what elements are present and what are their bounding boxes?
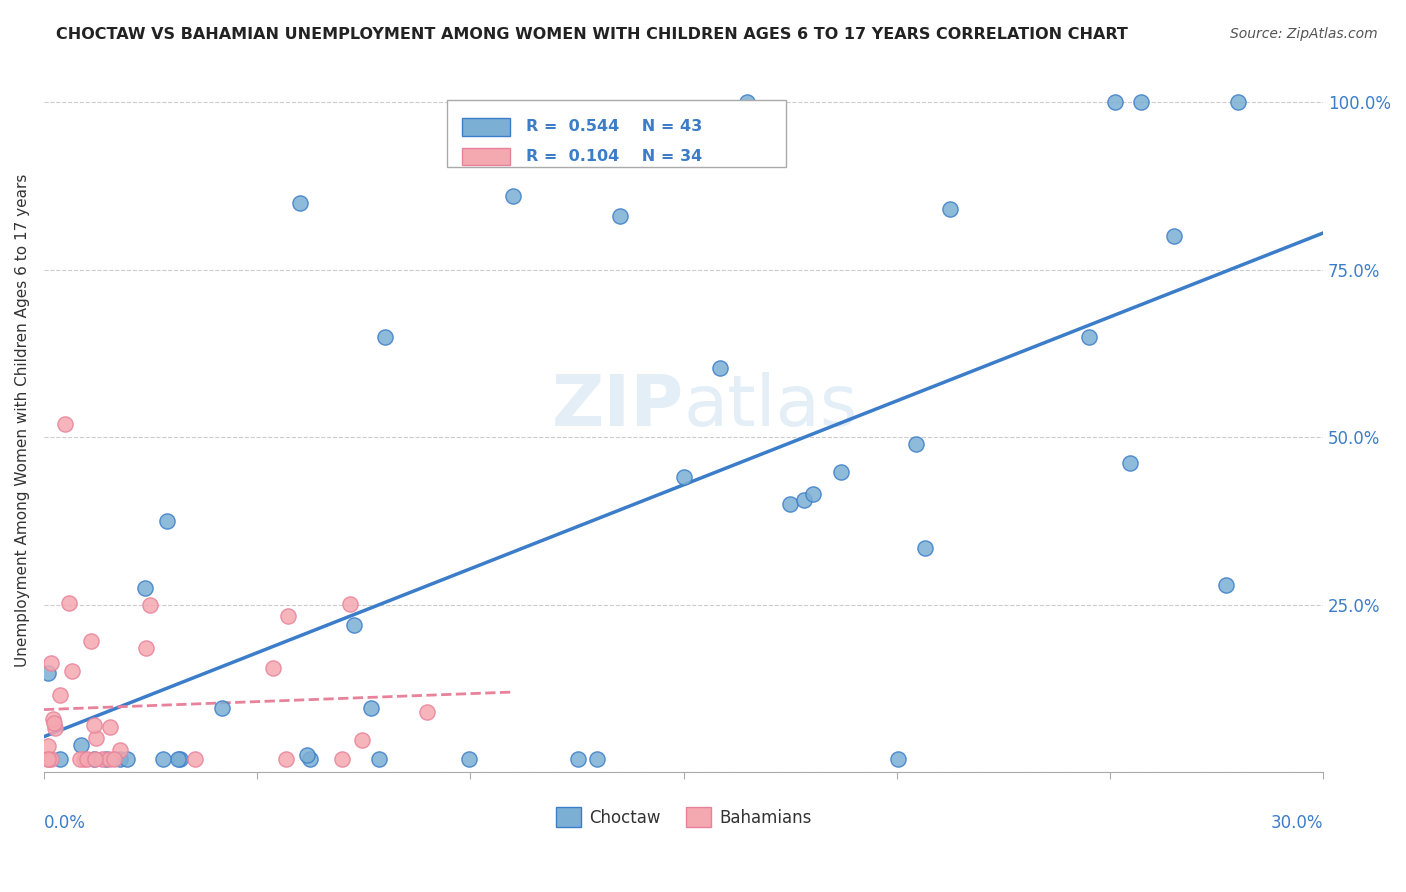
Choctaw <box>211 701 233 715</box>
Bahamians <box>350 733 373 747</box>
Choctaw <box>110 752 132 766</box>
Text: 0.0%: 0.0% <box>44 814 86 832</box>
Bahamians <box>44 721 66 735</box>
Bahamians <box>277 608 299 623</box>
Choctaw <box>904 437 927 451</box>
Choctaw <box>801 487 824 501</box>
Choctaw <box>672 470 695 484</box>
Choctaw <box>374 329 396 343</box>
Choctaw <box>1163 229 1185 244</box>
Choctaw <box>609 209 631 223</box>
Choctaw <box>1104 95 1126 109</box>
Bahamians <box>37 752 59 766</box>
Choctaw <box>299 752 322 766</box>
Choctaw <box>117 752 139 766</box>
Choctaw <box>1226 95 1249 109</box>
Bahamians <box>37 752 59 766</box>
Bahamians <box>37 739 59 753</box>
Choctaw <box>458 752 481 766</box>
Choctaw <box>94 752 117 766</box>
Choctaw <box>1119 456 1142 470</box>
Choctaw <box>502 189 524 203</box>
Bahamians <box>83 718 105 732</box>
Choctaw <box>152 752 174 766</box>
Bahamians <box>97 752 120 766</box>
Bahamians <box>39 656 62 670</box>
Choctaw <box>37 666 59 681</box>
Choctaw <box>586 752 609 766</box>
Legend: Choctaw, Bahamians: Choctaw, Bahamians <box>550 800 818 834</box>
Y-axis label: Unemployment Among Women with Children Ages 6 to 17 years: Unemployment Among Women with Children A… <box>15 174 30 667</box>
Choctaw <box>134 582 156 596</box>
Bahamians <box>69 752 91 766</box>
Text: atlas: atlas <box>683 372 858 441</box>
Choctaw <box>367 752 389 766</box>
Bahamians <box>53 417 76 431</box>
Choctaw <box>156 514 179 528</box>
Choctaw <box>914 541 936 556</box>
Choctaw <box>342 618 364 632</box>
Choctaw <box>49 752 72 766</box>
Bahamians <box>76 752 98 766</box>
Text: R =  0.544    N = 43: R = 0.544 N = 43 <box>526 120 702 135</box>
Bahamians <box>49 688 72 702</box>
Bahamians <box>39 752 62 766</box>
Bahamians <box>73 752 96 766</box>
Bahamians <box>415 706 437 720</box>
Choctaw <box>1077 329 1099 343</box>
Choctaw <box>1215 578 1237 592</box>
Text: R =  0.104    N = 34: R = 0.104 N = 34 <box>526 149 702 164</box>
Bahamians <box>90 752 112 766</box>
Choctaw <box>295 747 318 762</box>
Bahamians <box>339 597 361 611</box>
FancyBboxPatch shape <box>463 118 510 136</box>
Choctaw <box>69 739 91 753</box>
Bahamians <box>42 712 65 726</box>
Choctaw <box>169 752 191 766</box>
Bahamians <box>139 598 162 612</box>
Choctaw <box>567 752 589 766</box>
Choctaw <box>779 497 801 511</box>
Choctaw <box>709 361 731 376</box>
Choctaw <box>737 95 759 109</box>
Text: CHOCTAW VS BAHAMIAN UNEMPLOYMENT AMONG WOMEN WITH CHILDREN AGES 6 TO 17 YEARS CO: CHOCTAW VS BAHAMIAN UNEMPLOYMENT AMONG W… <box>56 27 1128 42</box>
Bahamians <box>262 661 284 675</box>
Text: ZIP: ZIP <box>551 372 683 441</box>
Bahamians <box>80 634 103 648</box>
Bahamians <box>60 665 83 679</box>
Choctaw <box>288 195 311 210</box>
FancyBboxPatch shape <box>447 100 786 167</box>
Bahamians <box>83 752 105 766</box>
Text: Source: ZipAtlas.com: Source: ZipAtlas.com <box>1230 27 1378 41</box>
Choctaw <box>83 752 105 766</box>
Bahamians <box>100 720 122 734</box>
Choctaw <box>830 465 852 479</box>
Bahamians <box>58 597 80 611</box>
Bahamians <box>330 752 353 766</box>
Bahamians <box>274 752 297 766</box>
Choctaw <box>1129 95 1152 109</box>
Text: 30.0%: 30.0% <box>1271 814 1323 832</box>
Bahamians <box>108 743 131 757</box>
Choctaw <box>939 202 962 216</box>
Choctaw <box>360 701 382 715</box>
Bahamians <box>184 752 207 766</box>
Choctaw <box>887 752 910 766</box>
Bahamians <box>103 752 125 766</box>
Choctaw <box>166 752 188 766</box>
FancyBboxPatch shape <box>463 148 510 165</box>
Bahamians <box>135 640 157 655</box>
Choctaw <box>793 493 815 508</box>
Bahamians <box>84 731 107 745</box>
Bahamians <box>42 716 65 731</box>
